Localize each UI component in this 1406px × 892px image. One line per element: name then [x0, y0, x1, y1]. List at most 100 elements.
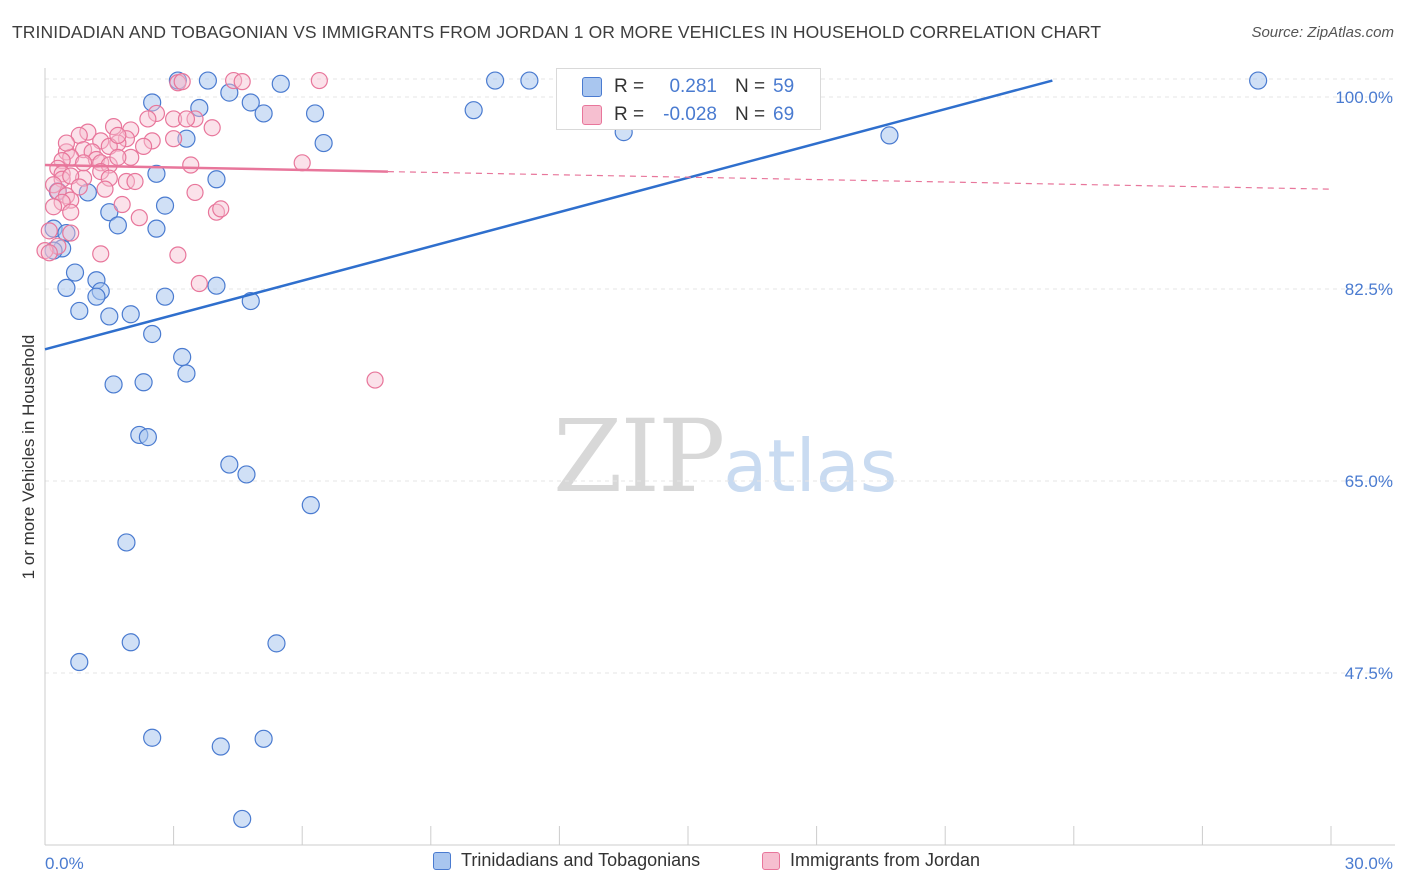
- legend-swatch-blue: [433, 851, 451, 870]
- x-tick-label: 0.0%: [45, 854, 84, 873]
- y-axis-label: 1 or more Vehicles in Household: [19, 335, 38, 580]
- data-point-blue: [138, 428, 157, 447]
- data-point-pink: [173, 73, 191, 91]
- data-point-pink: [92, 163, 110, 181]
- data-point-blue: [301, 496, 320, 515]
- data-point-pink: [122, 148, 140, 166]
- data-point-blue: [65, 263, 85, 282]
- data-point-pink: [177, 110, 196, 128]
- data-point-pink: [117, 130, 136, 148]
- data-point-blue: [314, 133, 333, 153]
- stats-r-label: R =: [614, 104, 645, 125]
- stats-box: R = 0.281 N = 59 R = -0.028 N = 69: [556, 68, 821, 130]
- data-point-blue: [87, 287, 106, 306]
- data-point-pink: [186, 183, 204, 202]
- data-point-blue: [267, 634, 286, 653]
- data-point-pink: [293, 154, 311, 172]
- data-point-pink: [74, 154, 93, 172]
- stats-r-value: -0.028: [663, 104, 717, 125]
- stats-n-value: 69: [773, 104, 795, 125]
- data-point-blue: [155, 287, 175, 306]
- data-point-blue: [190, 98, 209, 118]
- trend-lines: [44, 79, 1332, 351]
- series-jordan-points: [36, 71, 384, 389]
- stats-n-label: N =: [735, 104, 766, 125]
- data-point-blue: [173, 347, 192, 367]
- source-label: Source: ZipAtlas.com: [1251, 24, 1394, 41]
- data-point-blue: [254, 729, 273, 748]
- data-point-blue: [155, 196, 175, 215]
- chart-title: TRINIDADIAN AND TOBAGONIAN VS IMMIGRANTS…: [12, 22, 1102, 42]
- data-point-blue: [100, 307, 119, 326]
- axis-labels: 47.5% 65.0% 82.5% 100.0% 0.0% 30.0% 1 or more …: [19, 88, 1393, 873]
- data-point-blue: [121, 305, 140, 324]
- data-point-blue: [70, 652, 89, 672]
- data-point-pink: [49, 237, 67, 255]
- data-point-blue: [143, 728, 162, 747]
- data-point-pink: [203, 119, 221, 137]
- data-point-blue: [78, 183, 97, 202]
- data-point-blue: [237, 465, 256, 484]
- stats-n-value: 59: [773, 76, 795, 97]
- data-point-blue: [305, 104, 325, 123]
- data-point-blue: [520, 71, 539, 90]
- data-point-pink: [310, 71, 328, 90]
- data-point-pink: [130, 209, 148, 227]
- data-point-pink: [134, 137, 153, 155]
- data-point-pink: [113, 195, 131, 214]
- data-point-pink: [147, 104, 166, 123]
- data-point-blue: [254, 104, 273, 123]
- stats-row-pink: R = -0.028 N = 69: [557, 101, 820, 129]
- data-point-blue: [220, 455, 239, 474]
- data-point-pink: [139, 110, 157, 128]
- data-point-pink: [143, 132, 161, 150]
- legend: Trinidadians and Tobagonians Immigrants …: [0, 850, 1406, 880]
- data-point-blue: [147, 219, 166, 238]
- data-point-blue: [121, 633, 140, 652]
- data-point-pink: [169, 246, 187, 264]
- data-point-blue: [207, 170, 226, 189]
- data-point-pink: [126, 172, 144, 191]
- y-tick-label: 82.5%: [1345, 280, 1393, 299]
- data-point-blue: [117, 533, 136, 552]
- watermark-atlas: atlas: [723, 424, 898, 508]
- data-point-pink: [182, 156, 200, 174]
- stats-swatch-pink: [582, 105, 602, 125]
- stats-row-blue: R = 0.281 N = 59: [557, 73, 820, 101]
- legend-item-jordan[interactable]: Immigrants from Jordan: [762, 850, 980, 871]
- trend-line-pink-extension: [387, 171, 1332, 190]
- data-point-blue: [233, 809, 252, 829]
- data-point-pink: [366, 371, 384, 389]
- watermark-zip: ZIP: [553, 398, 725, 515]
- data-point-pink: [96, 180, 114, 198]
- data-point-blue: [177, 129, 196, 148]
- stats-r-value: 0.281: [669, 76, 717, 97]
- axes: [44, 68, 1395, 846]
- watermark: ZIPatlas: [553, 398, 897, 515]
- data-point-blue: [100, 203, 119, 222]
- legend-label: Immigrants from Jordan: [790, 850, 981, 870]
- data-point-pink: [165, 130, 183, 148]
- data-point-blue: [464, 101, 483, 120]
- data-point-blue: [134, 373, 153, 392]
- data-point-pink: [100, 169, 118, 187]
- data-point-pink: [57, 134, 76, 152]
- stats-n-label: N =: [735, 76, 766, 97]
- stats-swatch-blue: [582, 77, 602, 97]
- data-point-pink: [74, 169, 93, 187]
- data-point-blue: [57, 278, 76, 298]
- data-point-blue: [177, 364, 196, 383]
- data-point-pink: [44, 198, 63, 216]
- trend-line-blue: [44, 79, 1053, 351]
- data-point-pink: [233, 73, 251, 91]
- data-point-pink: [92, 245, 110, 263]
- data-point-blue: [271, 74, 290, 93]
- data-point-pink: [109, 148, 127, 166]
- data-point-blue: [207, 276, 226, 295]
- data-point-pink: [40, 244, 58, 262]
- data-point-pink: [104, 118, 123, 136]
- legend-item-trinidadians[interactable]: Trinidadians and Tobagonians: [433, 850, 700, 871]
- y-tick-label: 65.0%: [1345, 472, 1393, 491]
- data-point-blue: [486, 71, 505, 90]
- data-point-blue: [211, 737, 230, 756]
